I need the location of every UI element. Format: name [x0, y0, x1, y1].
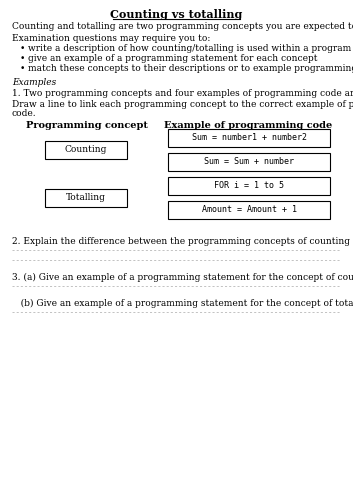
Text: give an example of a programming statement for each concept: give an example of a programming stateme… — [28, 54, 317, 63]
Text: Counting and totalling are two programming concepts you are expected to be famil: Counting and totalling are two programmi… — [12, 22, 353, 31]
Text: 2. Explain the difference between the programming concepts of counting and total: 2. Explain the difference between the pr… — [12, 237, 353, 246]
Text: Programming concept: Programming concept — [26, 121, 148, 130]
Text: Amount = Amount + 1: Amount = Amount + 1 — [202, 206, 297, 214]
Text: •: • — [20, 54, 25, 63]
Text: Counting: Counting — [65, 146, 107, 154]
FancyBboxPatch shape — [168, 129, 330, 147]
FancyBboxPatch shape — [168, 177, 330, 195]
Text: (b) Give an example of a programming statement for the concept of totalling.: (b) Give an example of a programming sta… — [12, 299, 353, 308]
Text: Totalling: Totalling — [66, 194, 106, 202]
FancyBboxPatch shape — [168, 201, 330, 219]
Text: •: • — [20, 64, 25, 73]
Text: match these concepts to their descriptions or to example programming code: match these concepts to their descriptio… — [28, 64, 353, 73]
Text: Sum = Sum + number: Sum = Sum + number — [204, 158, 294, 166]
Text: •: • — [20, 44, 25, 53]
FancyBboxPatch shape — [45, 189, 127, 207]
FancyBboxPatch shape — [168, 153, 330, 171]
Text: Counting vs totalling: Counting vs totalling — [110, 9, 243, 20]
Text: Examination questions may require you to:: Examination questions may require you to… — [12, 34, 210, 43]
Text: code.: code. — [12, 109, 37, 118]
Text: 1. Two programming concepts and four examples of programming code are shown belo: 1. Two programming concepts and four exa… — [12, 89, 353, 98]
Text: 3. (a) Give an example of a programming statement for the concept of counting.: 3. (a) Give an example of a programming … — [12, 273, 353, 282]
Text: FOR i = 1 to 5: FOR i = 1 to 5 — [214, 182, 284, 190]
Text: write a description of how counting/totalling is used within a program: write a description of how counting/tota… — [28, 44, 351, 53]
Text: Example of programming code: Example of programming code — [164, 121, 332, 130]
Text: Examples: Examples — [12, 78, 56, 87]
Text: Draw a line to link each programming concept to the correct example of programmi: Draw a line to link each programming con… — [12, 100, 353, 109]
Text: Sum = number1 + number2: Sum = number1 + number2 — [191, 134, 306, 142]
FancyBboxPatch shape — [45, 141, 127, 159]
